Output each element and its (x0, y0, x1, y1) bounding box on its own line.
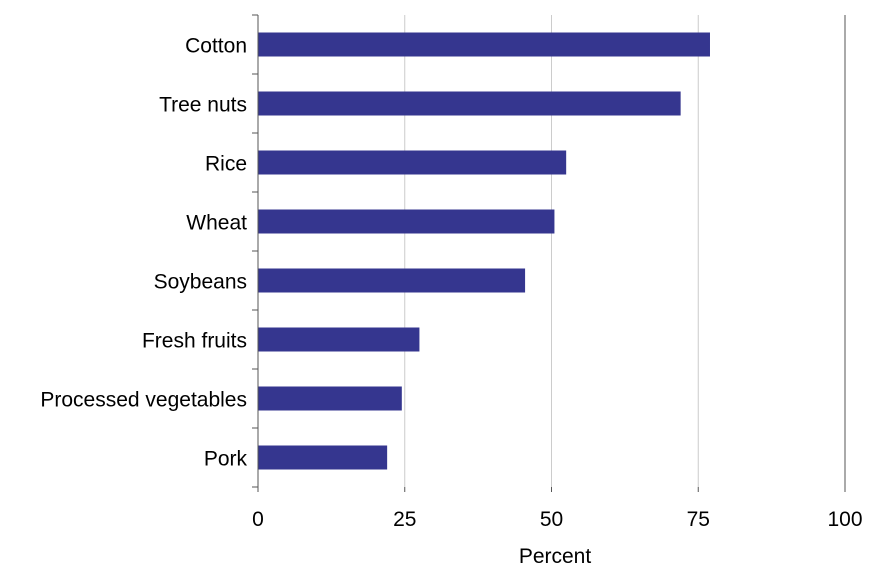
category-label: Rice (205, 153, 247, 176)
bar (258, 327, 420, 352)
bar (258, 150, 567, 175)
bar (258, 445, 388, 470)
axes (252, 14, 846, 492)
x-axis-title: Percent (519, 545, 592, 567)
category-label: Cotton (185, 35, 247, 58)
bar (258, 209, 555, 234)
bar (258, 91, 681, 116)
bar (258, 386, 402, 411)
category-label: Processed vegetables (40, 389, 247, 412)
category-label: Pork (204, 448, 248, 471)
gridlines (404, 15, 846, 487)
category-label: Tree nuts (159, 94, 247, 117)
category-label: Soybeans (154, 271, 247, 294)
x-tick-label: 100 (827, 508, 862, 531)
labels: 0 25 50 75 100 Cotton Tree nuts Rice Wheat Soybea… (40, 35, 862, 532)
bar (258, 268, 526, 293)
x-tick-label: 25 (393, 508, 416, 531)
category-label: Fresh fruits (142, 330, 247, 353)
x-tick-label: 50 (540, 508, 563, 531)
x-tick-label: 0 (252, 508, 264, 531)
x-tick-label: 75 (687, 508, 710, 531)
bars (258, 32, 710, 470)
category-label: Wheat (186, 212, 247, 235)
bar (258, 32, 710, 57)
